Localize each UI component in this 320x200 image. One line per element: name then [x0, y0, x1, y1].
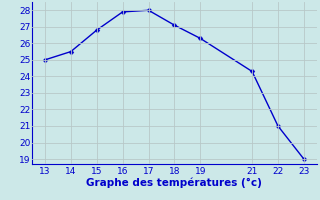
X-axis label: Graphe des températures (°c): Graphe des températures (°c) — [86, 177, 262, 188]
